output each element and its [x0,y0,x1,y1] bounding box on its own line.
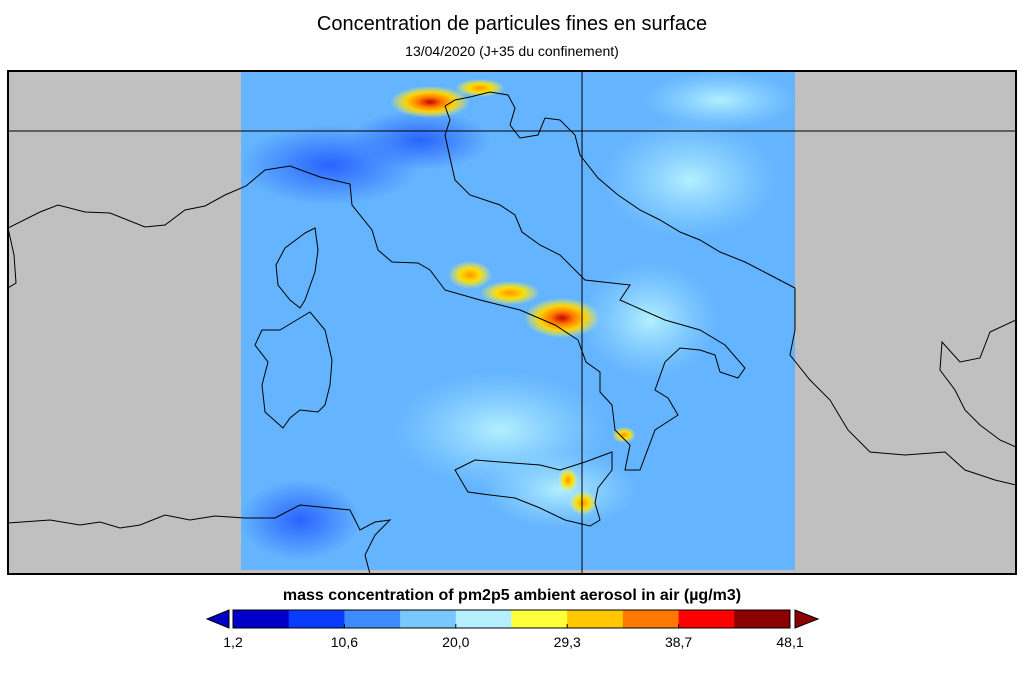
colorbar-segment [622,610,680,628]
greece-coast [939,319,1016,448]
colorbar-segment [288,610,345,628]
colorbar-frame [232,609,791,629]
france-coastline [8,165,579,341]
colorbar-segment [400,610,457,628]
colorbar-tick-label: 20,0 [442,634,470,650]
western-edge [8,227,17,289]
balkan-coast [789,288,1016,486]
colorbar-tick-label: 10,6 [330,634,359,650]
colorbar-tick-label: 38,7 [664,634,693,650]
alps-border [444,91,796,289]
corsica [275,227,319,309]
chart-title: Concentration de particules fines en sur… [316,13,708,35]
colorbar-tick-label: 1,2 [223,634,243,650]
africa-coast [8,504,392,574]
coastlines [8,91,1016,574]
chart-subtitle: 13/04/2020 (J+35 du confinement) [405,43,619,59]
colorbar-tick-label: 29,3 [553,634,581,650]
colorbar-label: mass concentration of pm2p5 ambient aero… [282,587,742,604]
sardinia [254,311,333,429]
colorbar [205,609,820,629]
colorbar-segment [511,610,568,628]
colorbar-tick-label: 48,1 [776,634,804,650]
colorbar-segment [455,610,512,628]
colorbar-low-arrow [205,609,230,629]
colorbar-high-arrow [794,609,820,629]
map-frame [7,70,1017,575]
sicily [454,451,613,527]
colorbar-segment [233,610,290,628]
colorbar-segment [734,610,791,628]
italy-adriatic-coast [444,105,746,471]
colorbar-segment [678,610,735,628]
concentration-field [241,71,795,570]
colorbar-segment [567,610,624,628]
colorbar-segment [344,610,401,628]
